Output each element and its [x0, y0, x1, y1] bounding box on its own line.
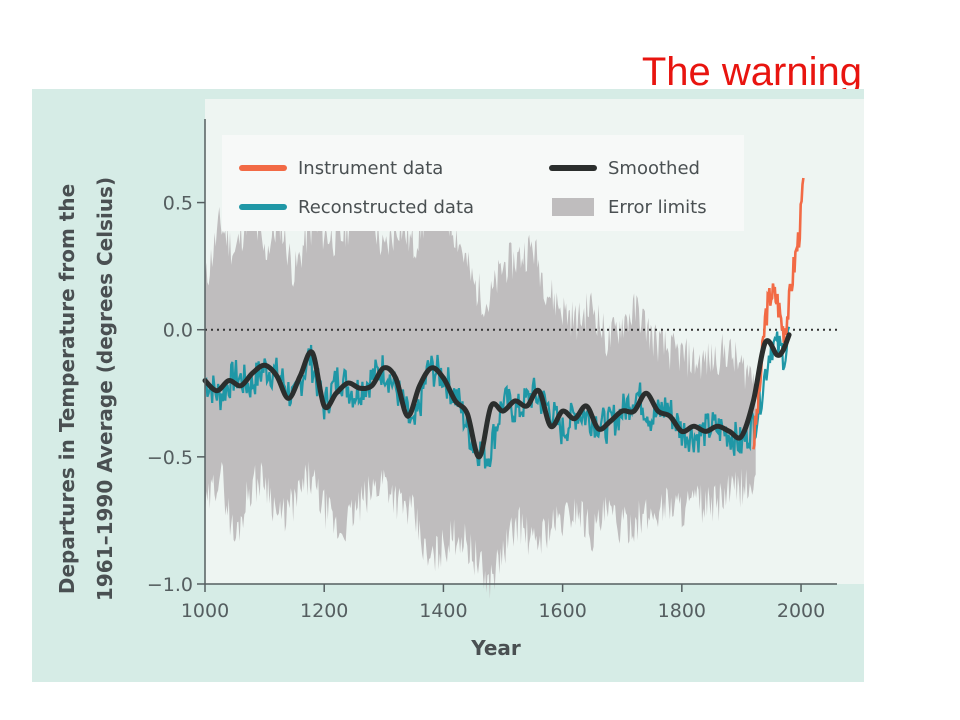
legend-label: Instrument data [298, 158, 443, 179]
plot-area: 0.5 0.0 −0.5 −1.0 1000 1200 1400 1600 1800 2000 Ye… [55, 99, 864, 660]
legend-label: Error limits [608, 197, 707, 218]
x-axis-label: Year [470, 636, 521, 660]
legend-box [222, 135, 744, 231]
x-tick-label: 1400 [419, 600, 467, 622]
chart-figure: 0.5 0.0 −0.5 −1.0 1000 1200 1400 1600 1800 2000 Ye… [32, 89, 864, 682]
y-tick-label: 0.5 [163, 193, 193, 215]
slide-title: The warning [641, 50, 862, 94]
x-tick-label: 1600 [538, 600, 586, 622]
x-tick-label: 1800 [658, 600, 706, 622]
y-tick-label: −0.5 [147, 447, 193, 469]
error-limits-band [205, 190, 756, 599]
reconstructed-data-line [204, 326, 791, 469]
chart-svg: 0.5 0.0 −0.5 −1.0 1000 1200 1400 1600 1800 2000 Ye… [32, 89, 864, 682]
x-tick-label: 2000 [777, 600, 825, 622]
y-tick-label: −1.0 [147, 574, 193, 596]
legend-label: Smoothed [608, 158, 700, 179]
smoothed-line [202, 332, 792, 460]
y-axis-label: Departures in Temperature from the [55, 184, 79, 594]
legend-swatch-error [552, 198, 594, 216]
x-tick-label: 1000 [181, 600, 229, 622]
x-tick-label: 1200 [300, 600, 348, 622]
y-axis-label: 1961–1990 Average (degrees Celsius) [93, 177, 117, 601]
legend-label: Reconstructed data [298, 197, 474, 218]
y-tick-label: 0.0 [163, 320, 193, 342]
